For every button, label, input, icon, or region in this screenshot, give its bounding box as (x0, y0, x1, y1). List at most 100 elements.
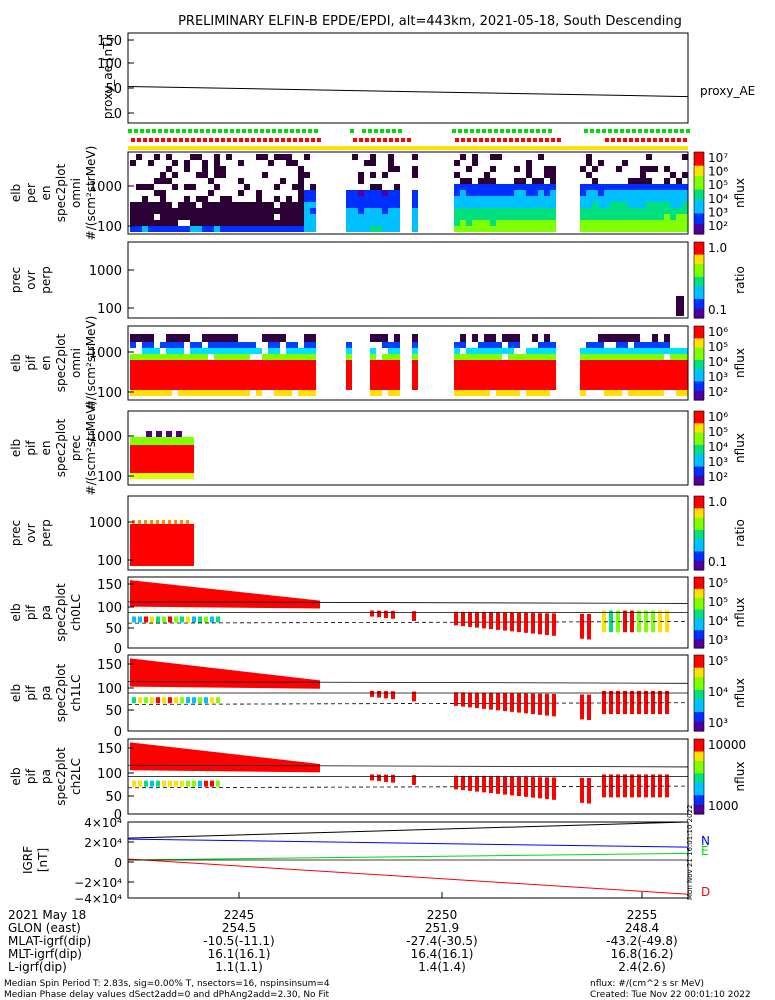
igrf-legend-D: D (701, 885, 710, 899)
omni-cell (304, 196, 310, 202)
pa-bar (496, 776, 500, 794)
omni-cell (664, 220, 670, 226)
omni-cell (640, 208, 646, 214)
pif-omni-cell (526, 354, 532, 360)
pif-omni-cell (484, 334, 490, 342)
omni-cell (640, 214, 646, 220)
omni-cell (382, 202, 388, 208)
pif-omni-cell (502, 334, 508, 342)
omni-cell (460, 190, 466, 196)
omni-cell (592, 190, 598, 196)
pif-omni-cell (148, 334, 154, 342)
pa-bar (468, 692, 472, 708)
omni-cell (622, 184, 628, 190)
pa-bar (377, 774, 381, 782)
pa-cell (132, 616, 136, 623)
omni-cell (184, 166, 190, 172)
omni-cell (274, 220, 280, 226)
omni-cell (664, 208, 670, 214)
pif-omni-cell (154, 348, 160, 354)
pif-omni-cell (634, 334, 640, 342)
omni-cell (490, 208, 496, 214)
omni-cell (676, 190, 682, 196)
pif-omni-cell (292, 354, 298, 360)
footer-glon-2250: 251.9 (425, 921, 459, 935)
colorbar-elb-pif-pa-spec2plot-ch0LC: 10⁵ 10⁵ 10⁴ 10³ nflux (693, 576, 747, 649)
omni-cell (232, 226, 238, 232)
omni-cell (544, 172, 550, 178)
colorbar-tick-label: 10² (708, 385, 728, 399)
pif-omni-cell (202, 360, 208, 390)
pif-omni-cell (658, 342, 664, 348)
omni-cell (160, 202, 166, 208)
omni-cell (616, 190, 622, 196)
pif-omni-cell (658, 360, 664, 390)
omni-cell (190, 214, 196, 220)
omni-cell (160, 208, 166, 214)
pif-omni-cell (268, 360, 274, 390)
omni-cell (526, 166, 532, 172)
omni-cell (358, 220, 364, 226)
omni-cell (352, 190, 358, 196)
colorbar-label: nflux (733, 178, 747, 208)
colorbar-tick-label: 10² (708, 470, 728, 484)
pa-cell (156, 780, 160, 787)
omni-cell (472, 196, 478, 202)
pif-omni-cell (148, 390, 154, 396)
pif-omni-cell (262, 334, 268, 342)
omni-cell (304, 208, 310, 214)
omni-cell (472, 220, 478, 226)
pif-omni-cell (580, 360, 586, 390)
pif-omni-cell (544, 342, 550, 348)
pif-omni-cell (172, 342, 178, 348)
omni-cell (376, 226, 382, 232)
footer-created: Created: Tue Nov 22 00:01:10 2022 (590, 990, 751, 1000)
y-axis-label: pif (24, 355, 38, 371)
omni-cell (502, 202, 508, 208)
omni-cell (538, 190, 544, 196)
omni-cell (250, 226, 256, 232)
pa-cell (198, 616, 202, 623)
omni-cell (646, 166, 652, 172)
y-axis-label: spec2plot (54, 747, 68, 806)
ratio-band (130, 524, 194, 566)
omni-cell (622, 196, 628, 202)
pif-omni-cell (226, 354, 232, 360)
pif-omni-cell (166, 360, 172, 390)
omni-cell (346, 208, 352, 214)
omni-cell (232, 202, 238, 208)
omni-cell (538, 220, 544, 226)
omni-cell (520, 202, 526, 208)
omni-cell (472, 184, 478, 190)
pif-omni-cell (208, 390, 214, 396)
footer-mlat-2245: -10.5(-11.1) (203, 934, 274, 948)
pif-omni-cell (256, 348, 262, 354)
pa-cell (168, 780, 172, 787)
pa-wedge (130, 658, 320, 689)
pif-omni-cell (346, 354, 352, 360)
omni-cell (346, 220, 352, 226)
igrf-legend-E: E (701, 844, 709, 858)
pif-omni-cell (388, 354, 394, 360)
footer: 2021 May 18 GLON (east) MLAT-igrf(dip) M… (4, 908, 751, 1000)
pif-omni-cell (136, 334, 142, 342)
pif-omni-cell (586, 348, 592, 354)
omni-cell (508, 214, 514, 220)
pif-omni-cell (304, 354, 310, 360)
pif-omni-cell (346, 360, 352, 390)
omni-cell (676, 196, 682, 202)
omni-cell (166, 214, 172, 220)
omni-cell (346, 190, 352, 196)
omni-cell (202, 220, 208, 226)
omni-cell (586, 226, 592, 232)
pif-omni-cell (196, 342, 202, 348)
pa-cell (204, 616, 208, 623)
omni-cell (526, 160, 532, 166)
omni-cell (256, 226, 262, 232)
pif-omni-cell (610, 360, 616, 390)
omni-cell (352, 226, 358, 232)
pif-omni-cell (454, 348, 460, 354)
omni-cell (394, 184, 400, 190)
pif-omni-cell (604, 360, 610, 390)
pif-omni-cell (202, 348, 208, 354)
